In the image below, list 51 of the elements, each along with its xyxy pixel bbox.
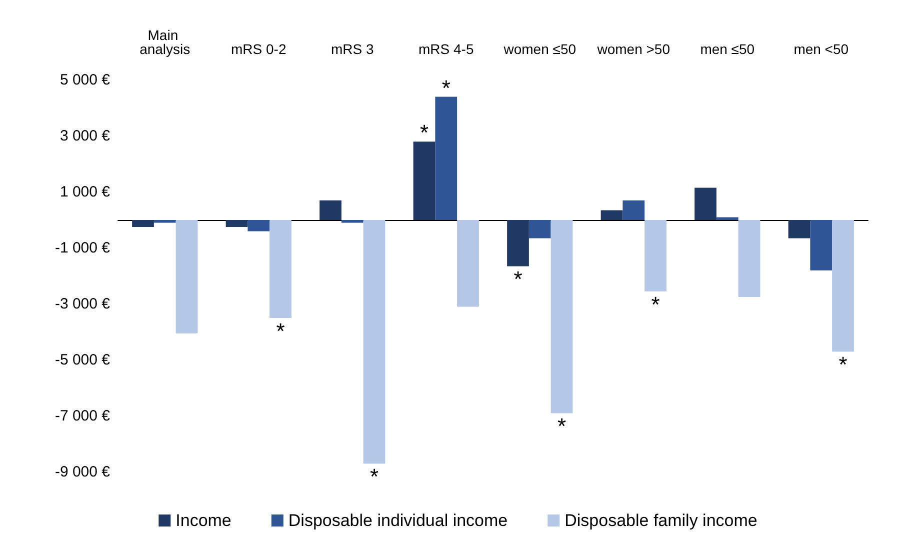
bar [363, 220, 386, 464]
bar [550, 220, 573, 414]
bar [622, 200, 645, 220]
y-tick-label: 3 000 € [60, 128, 111, 144]
bar [341, 220, 364, 223]
bar [832, 220, 854, 352]
bar [644, 220, 666, 292]
bar [176, 220, 198, 334]
bar [716, 217, 738, 220]
data-label: * [276, 318, 286, 344]
bar [788, 220, 810, 238]
bar [270, 220, 292, 318]
bar [810, 220, 832, 270]
y-tick-label: -5 000 € [54, 352, 111, 368]
bar [413, 142, 436, 220]
bar [226, 220, 248, 227]
data-label: * [651, 292, 660, 317]
x-tick-label: women ≤50 [502, 41, 576, 57]
x-tick-label: Main analysis [140, 27, 190, 57]
x-tick-label: men ≤50 [700, 41, 755, 57]
bar [738, 220, 760, 297]
bar [154, 220, 176, 223]
bar [507, 220, 529, 266]
legend-label: Disposable individual income [288, 511, 508, 530]
legend-label: Disposable family income [564, 511, 758, 530]
y-tick-label: -9 000 € [54, 464, 111, 480]
x-tick-label: men <50 [794, 41, 849, 57]
data-label: * [420, 120, 429, 146]
bar [528, 220, 551, 238]
bar [600, 210, 623, 220]
y-tick-label: 1 000 € [60, 184, 111, 200]
y-tick-label: -3 000 € [54, 296, 111, 312]
x-tick-label: mRS 4-5 [418, 41, 474, 57]
legend-label: Income [176, 511, 232, 530]
y-tick-label: 5 000 € [60, 72, 111, 88]
bar [320, 200, 342, 220]
data-label: * [442, 75, 451, 100]
bar [132, 220, 154, 227]
x-tick-label: women >50 [596, 41, 670, 57]
y-tick-label: -7 000 € [54, 408, 111, 424]
x-tick-label: mRS 3 [330, 41, 374, 57]
data-label: * [370, 464, 379, 490]
data-label: * [514, 266, 523, 292]
bar [694, 188, 716, 220]
bar [435, 96, 458, 220]
data-label: * [838, 352, 848, 378]
bar [457, 220, 479, 307]
x-tick-label: mRS 0-2 [231, 41, 286, 57]
y-tick-label: -1 000 € [54, 240, 111, 256]
bar [248, 220, 270, 232]
data-label: * [557, 414, 566, 439]
